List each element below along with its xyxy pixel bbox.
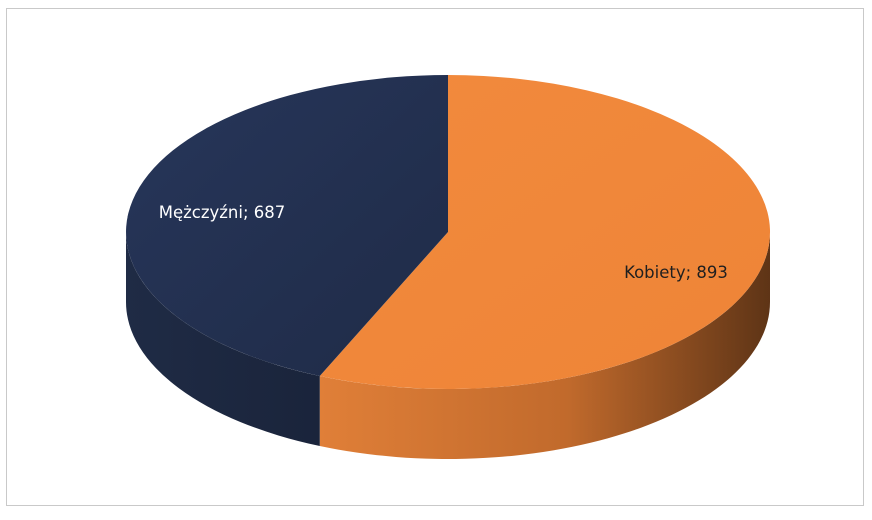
pie-slice-mezczyzni <box>126 75 448 377</box>
pie-slice-kobiety <box>319 75 771 390</box>
data-label-kobiety: Kobiety; 893 <box>624 263 728 282</box>
pie-labels: Kobiety; 893 Mężczyźni; 687 <box>159 203 728 282</box>
pie-sides <box>126 232 770 459</box>
pie-side-mezczyzni <box>126 232 320 447</box>
pie-side-kobiety <box>319 232 770 459</box>
pie-tops <box>126 75 771 390</box>
data-label-mezczyzni: Mężczyźni; 687 <box>159 203 286 222</box>
